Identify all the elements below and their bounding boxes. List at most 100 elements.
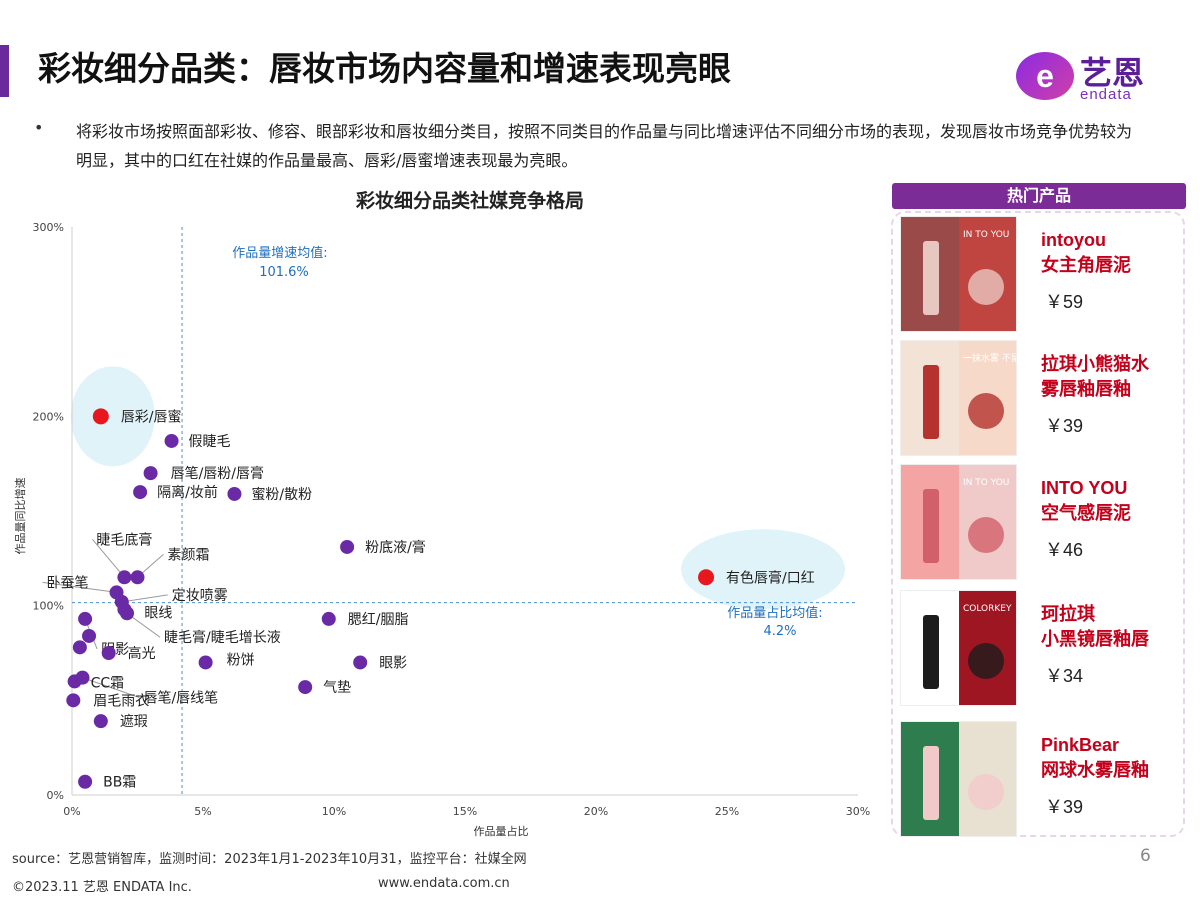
svg-text:IN TO YOU: IN TO YOU (963, 230, 1009, 240)
chart-title: 彩妆细分品类社媒竞争格局 (355, 190, 584, 212)
point-label: 睫毛膏/睫毛增长液 (164, 629, 281, 646)
data-point (78, 611, 93, 626)
endata-logo: e 艺恩 endata (1016, 48, 1166, 108)
product-image: IN TO YOU (900, 464, 1017, 580)
highlight-ellipse (70, 366, 155, 467)
data-point (93, 714, 108, 729)
data-point (298, 680, 313, 695)
data-point (198, 655, 213, 670)
bullet-marker: • (34, 118, 44, 137)
product-name-line2: 雾唇釉唇釉 (1041, 379, 1131, 399)
data-point (82, 628, 97, 643)
product-name-line1: 拉琪小熊猫水 (1041, 354, 1149, 374)
hot-products-panel (891, 211, 1185, 837)
product-name: intoyou 女主角唇泥 (1041, 228, 1181, 278)
highlight-ellipse (681, 529, 846, 610)
product-name-line2: 网球水雾唇釉 (1041, 760, 1149, 780)
logo-chinese-text: 艺恩 (1080, 54, 1145, 92)
data-point (340, 539, 355, 554)
product-card[interactable]: PinkBear 网球水雾唇釉 ￥39 (900, 721, 1185, 837)
data-point (66, 693, 81, 708)
point-label: 眼线 (144, 605, 172, 621)
data-point (130, 570, 145, 585)
point-label: 腮红/胭脂 (348, 612, 409, 628)
product-name: INTO YOU 空气感唇泥 (1041, 476, 1181, 526)
product-name-line2: 女主角唇泥 (1041, 255, 1131, 275)
point-label: 粉饼 (227, 652, 255, 668)
x-tick-label: 20% (584, 805, 608, 818)
product-name-line1: intoyou (1041, 230, 1106, 250)
svg-text:一抹水雾 不留不沾: 一抹水雾 不留不沾 (963, 352, 1017, 364)
x-tick-label: 10% (322, 805, 346, 818)
label-connector (82, 677, 140, 699)
label-connector (42, 581, 117, 593)
data-point (72, 640, 87, 655)
hot-products-header: 热门产品 (892, 183, 1186, 209)
product-price: ￥39 (1045, 797, 1084, 817)
x-tick-label: 15% (453, 805, 477, 818)
point-label: 有色唇膏/口红 (726, 569, 815, 586)
point-label: 眉毛雨衣 (93, 693, 149, 709)
point-label: CC霜 (91, 675, 125, 691)
point-label: 素颜霜 (168, 547, 210, 563)
point-label: 假睫毛 (189, 434, 231, 450)
product-card[interactable]: IN TO YOU INTO YOU 空气感唇泥 ￥46 (900, 464, 1185, 580)
point-label: 粉底液/膏 (365, 539, 426, 556)
data-point (133, 485, 148, 500)
label-connector (121, 594, 168, 603)
point-label: 定妆喷雾 (172, 588, 228, 604)
point-label: 高光 (128, 645, 156, 662)
product-name-line2: 空气感唇泥 (1041, 503, 1131, 523)
product-name: 珂拉琪 小黑镜唇釉唇 (1041, 602, 1181, 652)
svg-text:IN TO YOU: IN TO YOU (963, 478, 1009, 488)
product-card[interactable]: IN TO YOU intoyou 女主角唇泥 ￥59 (900, 216, 1185, 332)
x-tick-label: 0% (63, 805, 80, 818)
point-label: 眼影 (379, 655, 407, 671)
data-point (120, 606, 135, 621)
product-image: IN TO YOU (900, 216, 1017, 332)
x-mean-label: 作品量占比均值: (727, 605, 822, 621)
data-point (143, 466, 158, 481)
product-price: ￥59 (1045, 292, 1084, 312)
product-image: 一抹水雾 不留不沾 (900, 340, 1017, 456)
point-label: 隔离/妆前 (157, 484, 218, 501)
source-note: source：艺恩营销智库，监测时间：2023年1月1-2023年10月31，监… (12, 852, 527, 867)
product-price: ￥39 (1045, 416, 1084, 436)
logo-english-text: endata (1080, 86, 1132, 103)
x-tick-label: 30% (846, 805, 870, 818)
x-tick-label: 5% (194, 805, 211, 818)
point-label: 唇彩/唇蜜 (121, 409, 182, 425)
point-label: BB霜 (103, 775, 136, 791)
point-label: 气垫 (323, 680, 351, 696)
data-point (117, 570, 132, 585)
page-number: 6 (1140, 846, 1151, 866)
y-axis-label: 作品量同比增速 (13, 478, 27, 555)
y-mean-label: 作品量增速均值: (232, 245, 327, 261)
data-point (227, 486, 242, 501)
y-tick-label: 0% (47, 789, 64, 802)
data-point (67, 674, 82, 689)
endata-logo-icon: e (1016, 52, 1074, 100)
product-card[interactable]: COLORKEY 珂拉琪 小黑镜唇釉唇 ￥34 (900, 590, 1185, 706)
product-price: ￥46 (1045, 540, 1084, 560)
page-title: 彩妆细分品类：唇妆市场内容量和增速表现亮眼 (38, 49, 731, 88)
product-name-line1: INTO YOU (1041, 478, 1128, 498)
point-label: 蜜粉/散粉 (251, 487, 312, 503)
product-image (900, 721, 1017, 837)
data-point (321, 611, 336, 626)
title-accent-bar (0, 45, 9, 97)
website-link[interactable]: www.endata.com.cn (378, 876, 510, 891)
svg-text:COLORKEY: COLORKEY (963, 604, 1012, 614)
product-name-line1: PinkBear (1041, 735, 1120, 755)
data-point (698, 569, 715, 586)
product-name-line1: 珂拉琪 (1041, 604, 1095, 624)
product-price: ￥34 (1045, 666, 1084, 686)
point-label: 卧蚕笔 (47, 575, 89, 591)
data-point (164, 433, 179, 448)
x-tick-label: 25% (715, 805, 739, 818)
y-tick-label: 100% (33, 600, 64, 613)
x-mean-value: 4.2% (763, 624, 796, 639)
y-mean-value: 101.6% (259, 265, 309, 280)
scatter-chart: 0% 5% 10% 15% 20% 25% 30% 0% 100% 200% 300% 作品量占比 作品… (13, 221, 870, 838)
